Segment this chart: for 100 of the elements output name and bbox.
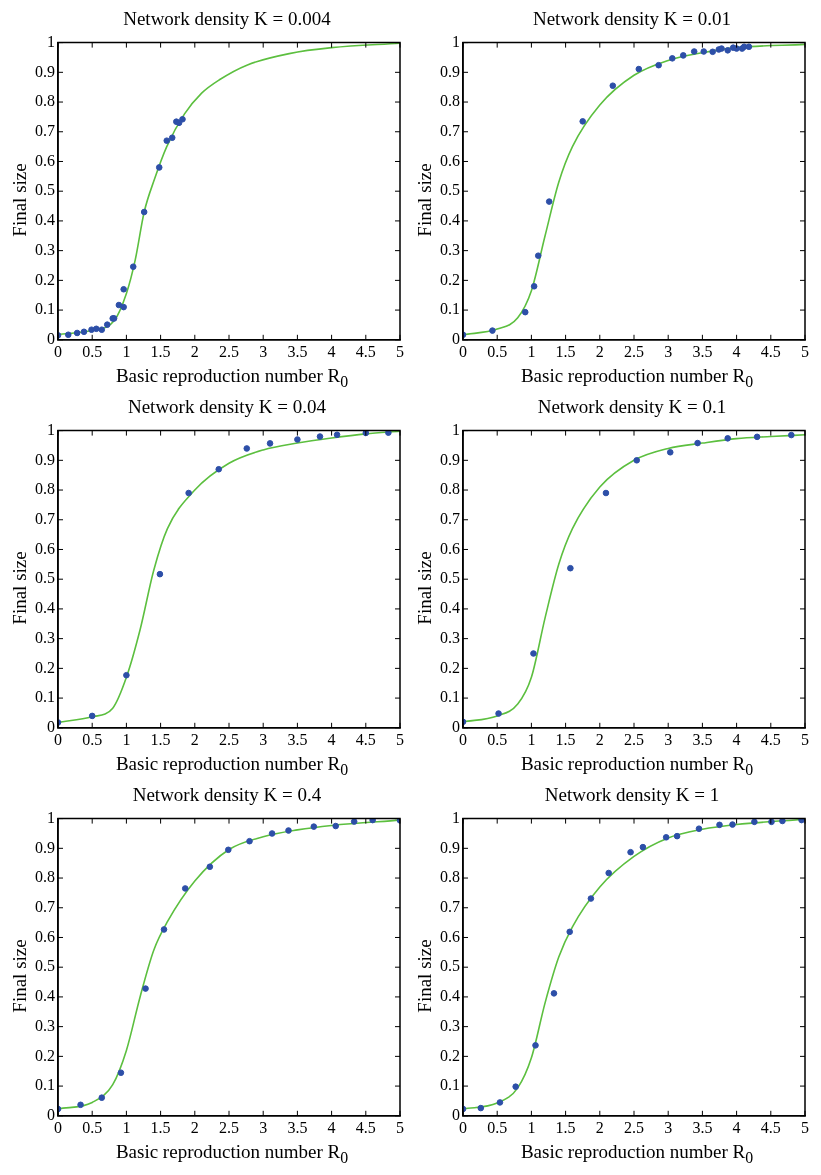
y-tick-label: 0.5 [35, 181, 55, 199]
x-tick-label: 5 [396, 1118, 404, 1136]
y-tick-label: 0.5 [35, 569, 55, 587]
x-tick-label: 4.5 [355, 730, 376, 748]
chart-title: Network density K = 0.04 [126, 396, 328, 418]
y-tick-label: 0 [47, 718, 55, 735]
x-tick-label: 3.5 [287, 1118, 308, 1136]
y-tick-label: 1 [452, 420, 460, 438]
x-tick-label: 4 [732, 1118, 741, 1136]
y-tick-label: 0.8 [440, 92, 460, 110]
chart-title: Network density K = 0.4 [131, 784, 323, 806]
y-tick-label: 0.8 [35, 92, 55, 110]
x-tick-label: 1 [122, 342, 131, 360]
x-tick-label: 2 [190, 730, 199, 748]
x-tick-label: 4 [732, 730, 741, 748]
y-tick-label: 0.6 [35, 539, 55, 557]
y-tick-label: 0.2 [35, 1046, 55, 1064]
x-tick-label: 3 [664, 730, 673, 748]
y-tick-label: 0.4 [440, 599, 460, 617]
x-tick-label: 5 [801, 730, 809, 748]
x-tick-label: 5 [396, 342, 404, 360]
x-tick-label: 1 [122, 1118, 131, 1136]
y-tick-label: 0.9 [35, 62, 55, 80]
y-tick-label: 0.5 [440, 957, 460, 975]
y-tick-label: 0.6 [35, 151, 55, 169]
x-tick-label: 1.5 [150, 342, 171, 360]
y-tick-label: 1 [47, 420, 55, 438]
y-tick-label: 0.9 [440, 62, 460, 80]
x-tick-label: 4 [327, 1118, 336, 1136]
x-tick-label: 0.5 [82, 1118, 103, 1136]
y-tick-label: 0.9 [35, 450, 55, 468]
y-tick-label: 1 [47, 808, 55, 826]
y-tick-label: 0.2 [35, 658, 55, 676]
x-tick-label: 1 [527, 1118, 536, 1136]
chart-title: Network density K = 1 [543, 784, 721, 806]
y-tick-label: 0 [452, 718, 460, 735]
x-tick-label: 2 [595, 1118, 604, 1136]
y-tick-label: 0.1 [35, 300, 55, 318]
x-tick-label: 3 [664, 1118, 673, 1136]
y-tick-label: 0.7 [440, 121, 460, 139]
y-tick-label: 0.7 [35, 509, 55, 527]
x-tick-label: 4 [327, 342, 336, 360]
y-tick-label: 0.3 [440, 1016, 460, 1034]
x-tick-label: 1 [122, 730, 131, 748]
x-axis-title: Basic reproduction number R$_{0}$ [519, 1141, 755, 1168]
y-tick-label: 0.7 [440, 509, 460, 527]
x-tick-label: 4 [732, 342, 741, 360]
x-tick-label: 0.5 [487, 1118, 508, 1136]
x-tick-label: 1 [527, 342, 536, 360]
x-tick-label: 0.5 [487, 730, 508, 748]
x-axis-title: Basic reproduction number R$_{0}$ [114, 1141, 350, 1168]
x-tick-label: 1 [527, 730, 536, 748]
y-tick-label: 0.7 [35, 121, 55, 139]
x-tick-label: 3 [664, 342, 673, 360]
y-tick-label: 0.3 [35, 1016, 55, 1034]
x-tick-label: 2 [190, 342, 199, 360]
chart-title: Network density K = 0.01 [531, 8, 733, 30]
x-tick-label: 4.5 [355, 1118, 376, 1136]
x-tick-label: 2.5 [624, 1118, 644, 1136]
y-tick-label: 0.5 [35, 957, 55, 975]
x-tick-label: 1.5 [150, 1118, 171, 1136]
x-tick-label: 3.5 [692, 730, 713, 748]
x-tick-label: 0.5 [82, 730, 103, 748]
y-tick-label: 0.3 [440, 240, 460, 258]
x-tick-label: 4.5 [760, 1118, 781, 1136]
y-axis-title: Final size [9, 162, 31, 237]
chart-title: Network density K = 0.1 [536, 396, 728, 418]
y-tick-label: 1 [452, 808, 460, 826]
x-tick-label: 2 [190, 1118, 199, 1136]
y-axis-title: Final size [9, 938, 31, 1013]
x-tick-label: 5 [396, 730, 404, 748]
y-tick-label: 0.1 [440, 300, 460, 318]
y-tick-label: 0.3 [440, 628, 460, 646]
y-tick-label: 0.1 [35, 688, 55, 706]
y-tick-label: 0.3 [35, 628, 55, 646]
y-tick-label: 0.6 [440, 927, 460, 945]
x-tick-label: 2.5 [624, 342, 644, 360]
y-tick-label: 0.2 [35, 270, 55, 288]
y-tick-label: 0.8 [440, 480, 460, 498]
y-tick-label: 0.2 [440, 658, 460, 676]
y-tick-label: 0.2 [440, 270, 460, 288]
y-tick-label: 0.9 [440, 450, 460, 468]
x-tick-label: 4 [327, 730, 336, 748]
x-tick-label: 0.5 [82, 342, 103, 360]
y-tick-label: 0.4 [35, 987, 55, 1005]
x-tick-label: 2 [595, 342, 604, 360]
x-tick-label: 2.5 [219, 342, 239, 360]
x-tick-label: 3.5 [692, 1118, 713, 1136]
x-axis-title: Basic reproduction number R$_{0}$ [519, 753, 755, 780]
y-tick-label: 0.8 [440, 868, 460, 886]
y-tick-label: 0.4 [35, 211, 55, 229]
y-axis-title: Final size [414, 162, 436, 237]
y-tick-label: 0.4 [440, 987, 460, 1005]
y-tick-label: 0.6 [440, 539, 460, 557]
y-tick-label: 1 [47, 32, 55, 50]
x-tick-label: 2.5 [219, 730, 239, 748]
y-tick-label: 0.9 [35, 838, 55, 856]
y-tick-label: 0 [452, 1106, 460, 1123]
x-tick-label: 3 [259, 1118, 268, 1136]
y-tick-label: 0.5 [440, 569, 460, 587]
